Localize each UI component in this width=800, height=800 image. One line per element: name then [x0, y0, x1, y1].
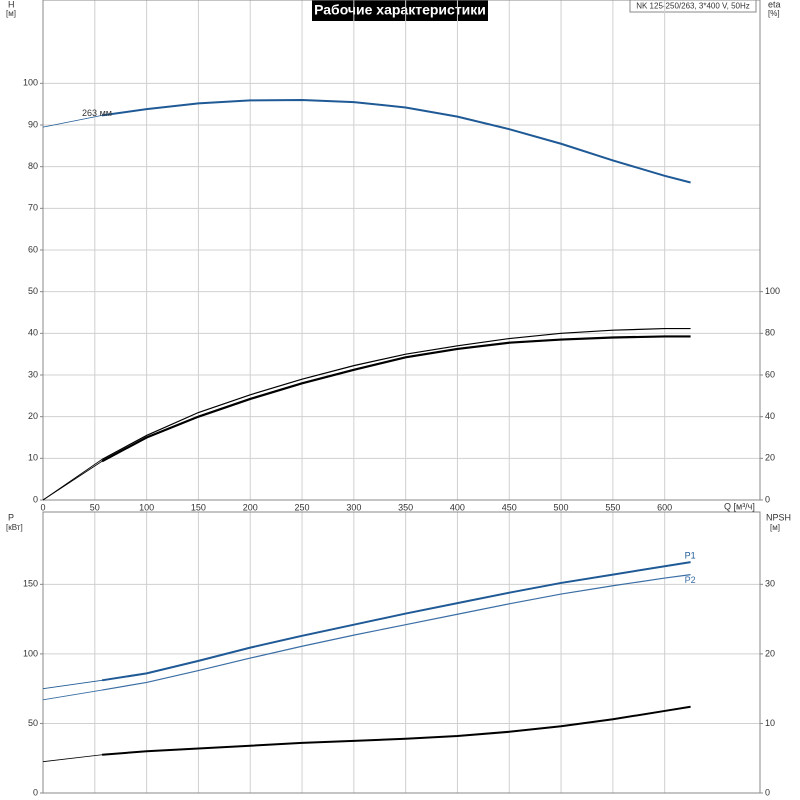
y2-tick-label: 100: [765, 286, 780, 296]
y2-axis-label: NPSH: [766, 512, 791, 522]
x-tick-label: 500: [554, 502, 569, 512]
x-axis-label: Q [м³/ч]: [724, 501, 755, 511]
y-tick-label: 20: [28, 411, 38, 421]
y-tick-label: 0: [33, 494, 38, 504]
y-axis-label: H: [8, 0, 15, 9]
y2-tick-label: 0: [765, 494, 770, 504]
x-tick-label: 400: [450, 502, 465, 512]
x-tick-label: 200: [243, 502, 258, 512]
plot-frame: [42, 0, 761, 501]
y2-tick-label: 30: [765, 579, 775, 589]
x-tick-label: 0: [40, 502, 45, 512]
title-box: [312, 0, 488, 21]
x-tick-label: 600: [657, 502, 672, 512]
curve: [101, 335, 691, 463]
y-tick-label: 10: [28, 453, 38, 463]
y-tick-label: 40: [28, 328, 38, 338]
y-tick-label: 80: [28, 161, 38, 171]
curve: [101, 574, 691, 691]
series-label: 263 мм: [82, 108, 112, 118]
x-tick-label: 50: [90, 502, 100, 512]
model-box: [629, 0, 757, 13]
curve: [42, 689, 103, 701]
y-tick-label: 100: [23, 78, 38, 88]
y-tick-label: 150: [23, 579, 38, 589]
curve: [101, 327, 691, 460]
curve: [101, 561, 691, 682]
y2-axis-label: eta: [768, 0, 781, 9]
y-axis-label: P: [8, 512, 14, 522]
curve: [42, 460, 103, 501]
plot-frame: [42, 511, 761, 794]
y-tick-label: 60: [28, 244, 38, 254]
y2-tick-label: 80: [765, 328, 775, 338]
x-tick-label: 300: [346, 502, 361, 512]
y2-tick-label: 0: [765, 787, 770, 797]
series-label: P1: [685, 550, 696, 560]
y2-tick-label: 10: [765, 718, 775, 728]
model-label: NK 125-250/263, 3*400 V, 50Hz: [636, 2, 750, 11]
y2-axis-unit: [м]: [770, 523, 780, 532]
curve: [101, 98, 691, 184]
y-axis-unit: [м]: [6, 9, 16, 18]
x-tick-label: 150: [191, 502, 206, 512]
series-label: P2: [685, 575, 696, 585]
chart-title: Рабочие характеристики: [314, 2, 486, 18]
y-tick-label: 50: [28, 718, 38, 728]
x-tick-label: 350: [398, 502, 413, 512]
curve: [42, 679, 103, 690]
y2-tick-label: 20: [765, 453, 775, 463]
y-tick-label: 30: [28, 369, 38, 379]
x-tick-label: 250: [295, 502, 310, 512]
y-tick-label: 50: [28, 286, 38, 296]
y-tick-label: 0: [33, 787, 38, 797]
curve: [101, 705, 691, 756]
y-tick-label: 90: [28, 119, 38, 129]
y2-tick-label: 20: [765, 648, 775, 658]
y2-axis-unit: [%]: [768, 9, 780, 18]
x-tick-label: 100: [139, 502, 154, 512]
y2-tick-label: 40: [765, 411, 775, 421]
x-tick-label: 550: [605, 502, 620, 512]
y-tick-label: 70: [28, 203, 38, 213]
y2-tick-label: 60: [765, 369, 775, 379]
x-tick-label: 450: [502, 502, 517, 512]
y-tick-label: 100: [23, 648, 38, 658]
y-axis-unit: [кВт]: [6, 523, 23, 532]
curve: [42, 115, 103, 128]
curve: [42, 754, 103, 763]
